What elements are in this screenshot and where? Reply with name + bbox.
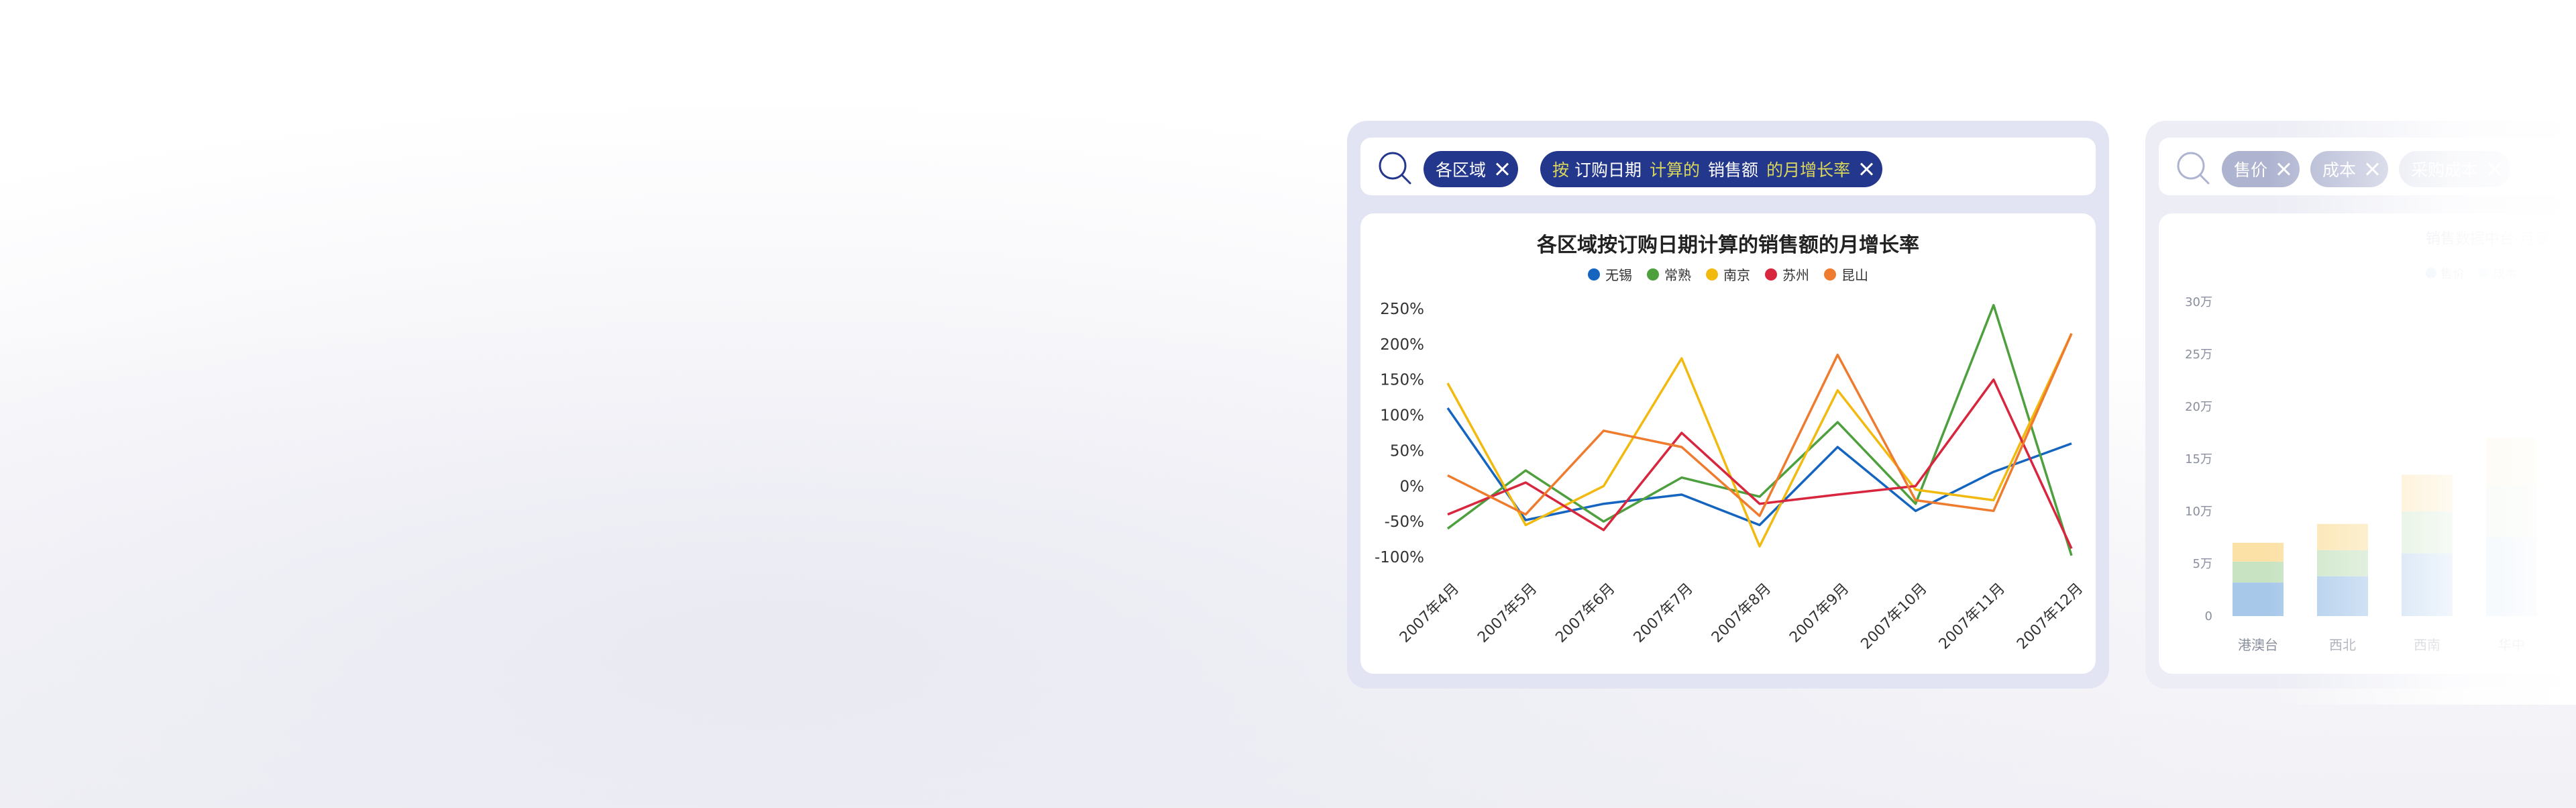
main-chart-card: 各区域 按 订购日期 计算的 销售额 的月增长率 各区域按订购日期计算的销售额的… bbox=[1347, 121, 2109, 689]
bar-segment[interactable] bbox=[2317, 576, 2368, 616]
x-tick-label: 2007年4月 bbox=[1397, 580, 1462, 646]
y-tick-label: 25万 bbox=[2185, 348, 2212, 362]
legend-label: 常熟 bbox=[1664, 267, 1691, 283]
y-tick-label: 0 bbox=[2205, 609, 2212, 623]
bar-chart: 30万 25万 20万 15万 10万 5万 0 港澳台 西北 西南 华中 bbox=[2185, 295, 2537, 653]
legend-label: 昆山 bbox=[1841, 267, 1868, 283]
legend-label: 无锡 bbox=[1605, 267, 1632, 283]
secondary-chart-title: 销售数据中台-月度总 bbox=[2426, 231, 2564, 248]
query-chip-part: 按 bbox=[1552, 160, 1570, 180]
x-tick-label: 2007年7月 bbox=[1631, 580, 1697, 646]
query-chip-part: 销售额 bbox=[1708, 160, 1759, 180]
legend-label: 南京 bbox=[1723, 267, 1750, 283]
legend-dot bbox=[1706, 268, 1718, 281]
query-chip-part: 订购日期 bbox=[1574, 160, 1642, 180]
series-line-昆山[interactable] bbox=[1447, 333, 2073, 517]
legend-item[interactable]: 南京 bbox=[1706, 264, 1750, 284]
y-tick-label: 15万 bbox=[2185, 452, 2212, 466]
legend-label: 售价 bbox=[2440, 267, 2465, 281]
close-icon[interactable] bbox=[2365, 162, 2379, 176]
chart-legend: 无锡 常熟 南京 苏州 昆山 bbox=[1360, 264, 2096, 284]
close-icon[interactable] bbox=[2277, 162, 2290, 176]
line-chart-panel: 各区域按订购日期计算的销售额的月增长率 无锡 常熟 南京 苏州 昆山 250% 200% 1… bbox=[1360, 213, 2096, 674]
x-tick-label: 2007年10月 bbox=[1858, 580, 1931, 653]
bar-segment[interactable] bbox=[2317, 550, 2368, 576]
bar-segment[interactable] bbox=[2233, 561, 2284, 583]
bar-segment[interactable] bbox=[2402, 511, 2453, 554]
legend-item: 成本 bbox=[2478, 264, 2517, 282]
bar-segment[interactable] bbox=[2402, 553, 2453, 616]
legend-item: 售价 bbox=[2426, 264, 2465, 282]
x-tick-label: 华中 bbox=[2498, 637, 2525, 653]
secondary-search-bar[interactable]: 售价 成本 采购成本 bbox=[2159, 138, 2576, 195]
series-line-无锡[interactable] bbox=[1446, 407, 2072, 527]
legend-item[interactable]: 苏州 bbox=[1765, 264, 1809, 284]
legend-dot bbox=[2478, 268, 2489, 279]
query-search-bar[interactable]: 各区域 按 订购日期 计算的 销售额 的月增长率 bbox=[1360, 138, 2096, 195]
y-tick-label: -100% bbox=[1375, 549, 1424, 566]
search-icon[interactable] bbox=[2175, 148, 2212, 186]
secondary-chip-label: 售价 bbox=[2234, 160, 2268, 180]
x-tick-label: 2007年11月 bbox=[1936, 580, 2008, 653]
close-icon[interactable] bbox=[1860, 162, 1873, 176]
chart-title: 各区域按订购日期计算的销售额的月增长率 bbox=[1537, 234, 1919, 257]
legend-label: 成本 bbox=[2493, 267, 2517, 281]
x-tick-label: 港澳台 bbox=[2238, 637, 2278, 653]
x-tick-label: 2007年5月 bbox=[1474, 580, 1540, 646]
legend-dot bbox=[1824, 268, 1836, 281]
secondary-chip-cost[interactable]: 成本 bbox=[2310, 151, 2389, 187]
bar-segment[interactable] bbox=[2486, 438, 2537, 485]
x-tick-label: 2007年12月 bbox=[2014, 580, 2086, 653]
y-tick-label: 30万 bbox=[2185, 295, 2212, 309]
y-tick-label: 100% bbox=[1380, 407, 1424, 425]
bar-segment[interactable] bbox=[2317, 523, 2368, 550]
y-tick-label: 20万 bbox=[2185, 400, 2212, 414]
legend-item[interactable]: 常熟 bbox=[1647, 264, 1691, 284]
legend-dot bbox=[1647, 268, 1659, 281]
search-icon[interactable] bbox=[1377, 148, 1414, 186]
query-chip-growth[interactable]: 按 订购日期 计算的 销售额 的月增长率 bbox=[1540, 151, 1883, 187]
close-icon[interactable] bbox=[2487, 162, 2501, 176]
y-tick-label: 50% bbox=[1390, 442, 1424, 460]
query-chip-part: 的月增长率 bbox=[1766, 160, 1851, 180]
y-tick-label: 250% bbox=[1380, 301, 1424, 318]
x-tick-label: 西北 bbox=[2329, 637, 2356, 653]
y-tick-label: 10万 bbox=[2185, 505, 2212, 519]
query-chip-region[interactable]: 各区域 bbox=[1424, 151, 1519, 187]
bar-segment[interactable] bbox=[2402, 474, 2453, 511]
bar-segment[interactable] bbox=[2233, 583, 2284, 616]
secondary-chart-legend: 售价 成本 bbox=[2426, 264, 2517, 282]
close-icon[interactable] bbox=[1495, 162, 1509, 176]
query-chip-region-label: 各区域 bbox=[1436, 160, 1487, 180]
y-tick-label: -50% bbox=[1385, 513, 1424, 531]
legend-dot bbox=[1588, 268, 1600, 281]
secondary-chart-card: 售价 成本 采购成本 销售数据中台-月度总 售价 成本 30万 25万 20万 15万… bbox=[2145, 121, 2576, 689]
bar-segment[interactable] bbox=[2486, 538, 2537, 616]
secondary-chip-price[interactable]: 售价 bbox=[2222, 151, 2300, 187]
query-chip-part: 计算的 bbox=[1650, 160, 1701, 180]
x-tick-label: 2007年8月 bbox=[1709, 580, 1774, 646]
legend-dot bbox=[2426, 268, 2436, 279]
y-tick-label: 0% bbox=[1400, 478, 1425, 495]
series-line-苏州[interactable] bbox=[1447, 378, 2073, 550]
y-tick-label: 200% bbox=[1380, 336, 1424, 354]
secondary-chip-purchase-cost[interactable]: 采购成本 bbox=[2399, 151, 2511, 187]
series-line-南京[interactable] bbox=[1446, 333, 2073, 548]
bar-chart-panel: 销售数据中台-月度总 售价 成本 30万 25万 20万 15万 10万 5万 0 港澳台 西北… bbox=[2159, 213, 2576, 674]
legend-item[interactable]: 昆山 bbox=[1824, 264, 1868, 284]
y-tick-label: 150% bbox=[1380, 372, 1424, 389]
x-tick-label: 西南 bbox=[2414, 637, 2440, 653]
secondary-chip-label: 采购成本 bbox=[2411, 160, 2479, 180]
legend-dot bbox=[1765, 268, 1777, 281]
legend-item[interactable]: 无锡 bbox=[1588, 264, 1632, 284]
y-tick-label: 5万 bbox=[2193, 557, 2212, 571]
x-tick-label: 2007年6月 bbox=[1552, 580, 1618, 646]
line-chart: 250%200%150%100%50%0%-50%-100%2007年4月 200… bbox=[1375, 301, 2086, 653]
bar-segment[interactable] bbox=[2486, 485, 2537, 538]
bar-segment[interactable] bbox=[2233, 542, 2284, 562]
secondary-chip-label: 成本 bbox=[2322, 160, 2357, 180]
x-tick-label: 2007年9月 bbox=[1786, 580, 1852, 646]
legend-label: 苏州 bbox=[1782, 267, 1809, 283]
